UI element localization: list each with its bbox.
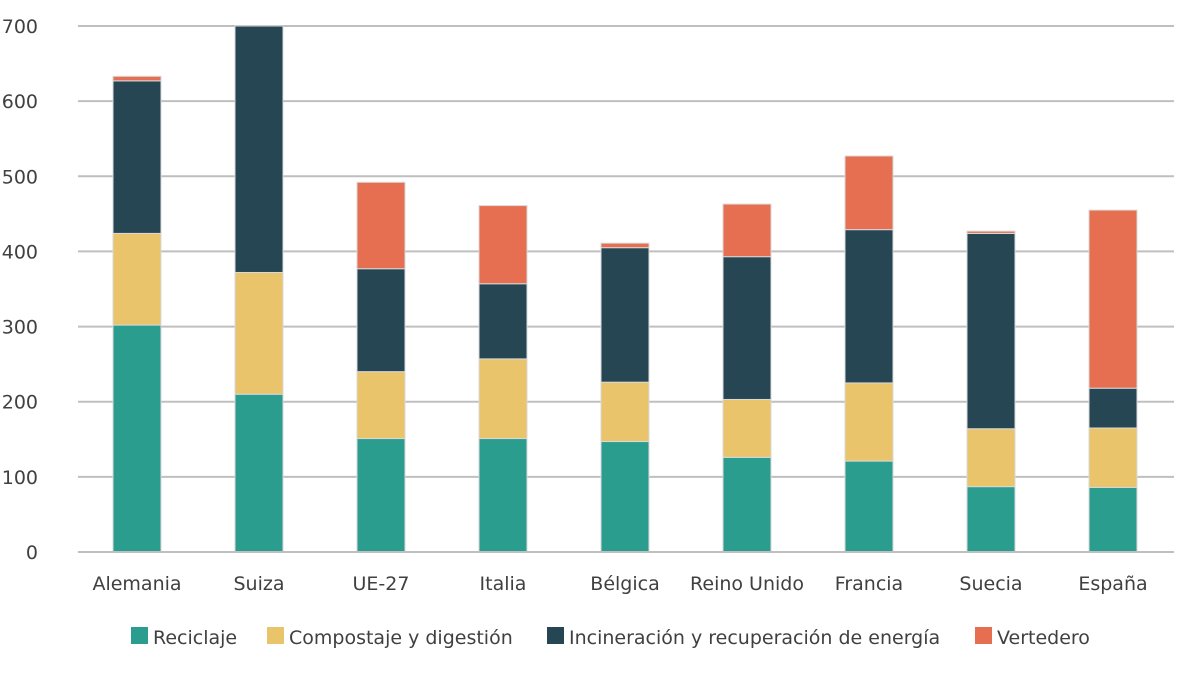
bar-segment-bélgica-3	[600, 242, 650, 249]
bar-segment-suecia-1	[966, 428, 1016, 488]
bar-segment-francia-2	[844, 229, 894, 384]
x-category-label: Francia	[835, 573, 903, 595]
bar-segment-bélgica-1	[600, 381, 650, 443]
legend: Reciclaje Compostaje y digestión Incinerac…	[131, 627, 1090, 649]
bar-segment-francia-3	[844, 155, 894, 231]
bar-segment-españa-1	[1088, 427, 1138, 488]
bar-segment-francia-1	[844, 382, 894, 462]
bar-segment-suiza-2	[234, 25, 284, 273]
legend-label: Compostaje y digestión	[289, 627, 513, 649]
bar-segment-italia-0	[478, 438, 528, 553]
bar-segment-reino-unido-1	[722, 398, 772, 458]
x-category-label: Italia	[480, 573, 527, 595]
y-tick-label: 100	[2, 467, 38, 489]
bar-segment-alemania-0	[112, 324, 162, 553]
y-tick-label: 400	[2, 241, 38, 263]
x-category-label: Suiza	[234, 573, 285, 595]
legend-label: Reciclaje	[153, 627, 237, 649]
y-tick-label: 0	[26, 542, 38, 564]
y-tick-label: 200	[2, 392, 38, 414]
bar-segment-suiza-1	[234, 271, 284, 395]
bar-segment-ue-27-3	[356, 181, 406, 270]
bar-segment-italia-2	[478, 283, 528, 360]
x-category-label: Alemania	[92, 573, 181, 595]
y-tick-label: 600	[2, 91, 38, 113]
bar-segment-españa-0	[1088, 486, 1138, 553]
legend-swatch	[131, 627, 148, 644]
bar-segment-italia-3	[478, 205, 528, 285]
x-category-label: Bélgica	[590, 573, 659, 595]
bars	[112, 25, 1138, 553]
y-axis-ticks: 0 100 200 300 400 500 600 700	[2, 16, 38, 564]
y-tick-label: 700	[2, 16, 38, 38]
x-axis-categories: Alemania Suiza UE-27 Italia Bélgica Reino Uni…	[92, 573, 1147, 595]
bar-segment-suecia-0	[966, 486, 1016, 553]
bar-segment-reino-unido-2	[722, 256, 772, 400]
legend-swatch	[975, 627, 992, 644]
bar-segment-suecia-3	[966, 230, 1016, 234]
bar-segment-españa-2	[1088, 387, 1138, 429]
legend-swatch	[267, 627, 284, 644]
bar-segment-reino-unido-3	[722, 203, 772, 258]
bar-segment-alemania-1	[112, 232, 162, 326]
bar-segment-ue-27-1	[356, 371, 406, 440]
bar-segment-alemania-3	[112, 75, 162, 82]
bar-segment-alemania-2	[112, 80, 162, 234]
y-tick-label: 500	[2, 166, 38, 188]
x-category-label: Suecia	[959, 573, 1022, 595]
legend-label: Vertedero	[997, 627, 1090, 649]
y-tick-label: 300	[2, 317, 38, 339]
bar-segment-ue-27-2	[356, 268, 406, 373]
x-category-label: Reino Unido	[690, 573, 804, 595]
bar-segment-bélgica-2	[600, 247, 650, 383]
x-category-label: España	[1078, 573, 1147, 595]
legend-label: Incineración y recuperación de energía	[569, 627, 940, 649]
x-category-label: UE-27	[353, 573, 410, 595]
bar-segment-suiza-0	[234, 393, 284, 553]
bar-segment-italia-1	[478, 358, 528, 440]
legend-swatch	[547, 627, 564, 644]
bar-segment-españa-3	[1088, 209, 1138, 389]
bar-segment-ue-27-0	[356, 438, 406, 553]
bar-segment-reino-unido-0	[722, 456, 772, 553]
bar-segment-bélgica-0	[600, 441, 650, 553]
bar-segment-francia-0	[844, 460, 894, 553]
bar-segment-suecia-2	[966, 232, 1016, 430]
